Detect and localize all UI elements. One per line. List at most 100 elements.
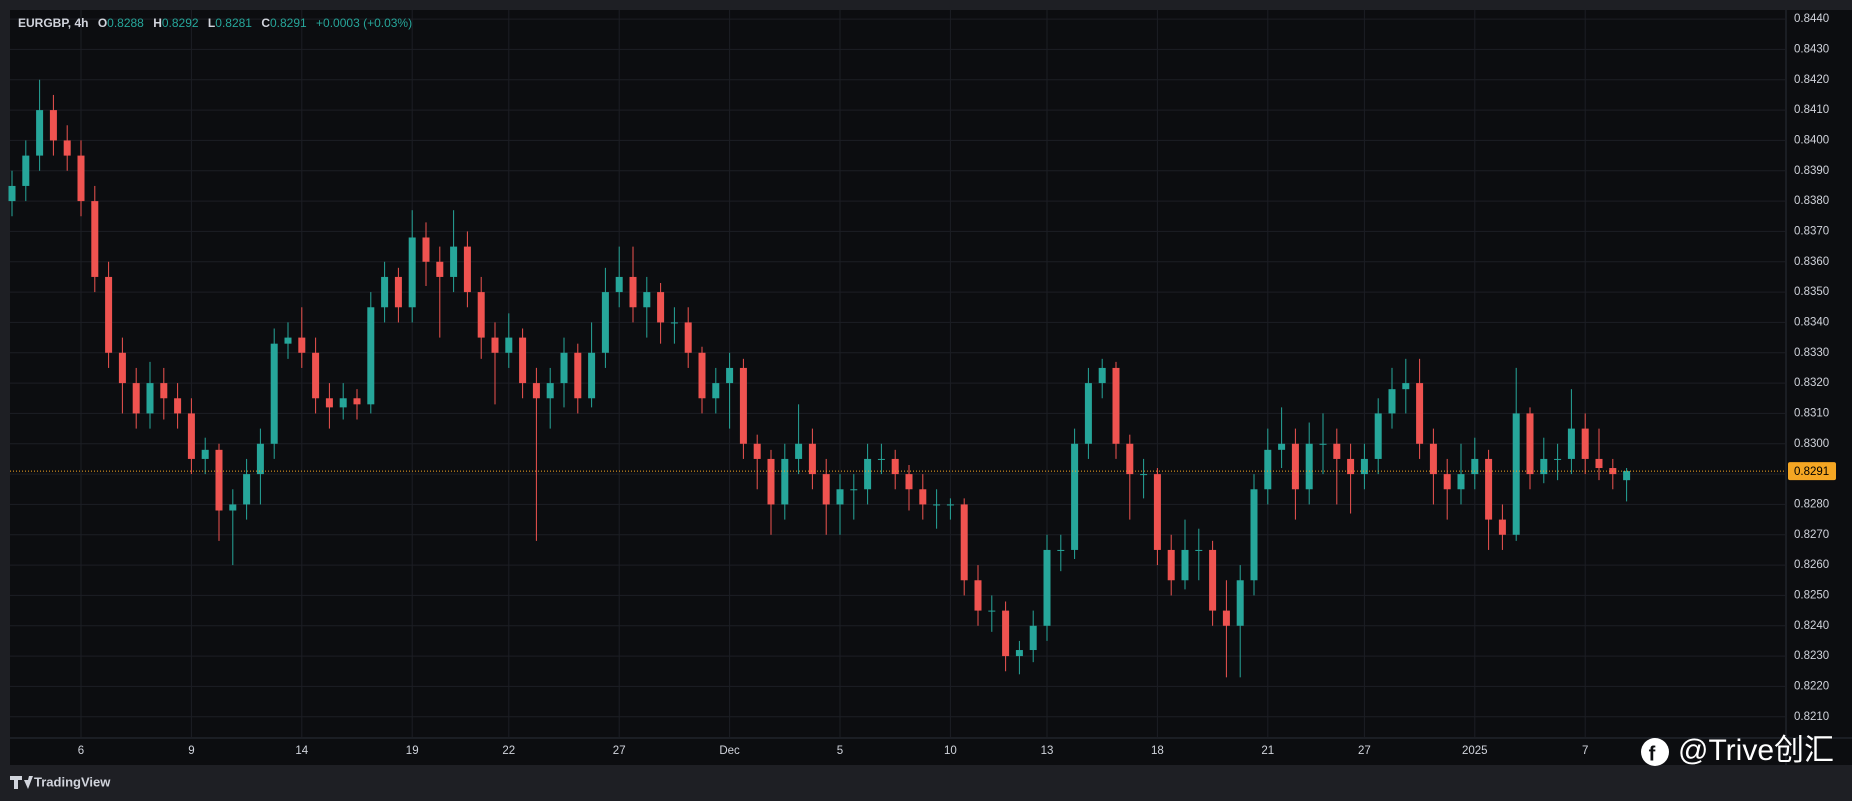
candle-body <box>657 292 665 323</box>
y-tick-label: 0.8400 <box>1794 134 1829 146</box>
candle-body <box>1126 443 1134 475</box>
y-tick-label: 0.8430 <box>1794 43 1829 55</box>
candle-body <box>767 458 775 505</box>
candle-body <box>1181 549 1189 581</box>
social-icon-letter: f <box>1649 743 1656 765</box>
y-tick-label: 0.8420 <box>1794 74 1829 86</box>
candle-body <box>919 489 927 505</box>
y-tick-label: 0.8410 <box>1794 104 1829 116</box>
candle-body <box>808 443 816 475</box>
candle-body <box>822 474 830 505</box>
candle-body <box>256 443 264 475</box>
candle-body <box>532 383 540 399</box>
candle-body <box>891 458 899 475</box>
symbol: EURGBP, 4h <box>18 16 88 30</box>
candle-body <box>505 337 513 353</box>
y-tick-label: 0.8370 <box>1794 225 1829 237</box>
candle-body <box>1098 367 1106 384</box>
candle-body <box>1057 549 1065 551</box>
candle-body <box>463 246 471 293</box>
y-tick-label: 0.8220 <box>1794 680 1829 692</box>
ohlc-value: 0.8281 <box>215 16 252 30</box>
ohlc-value: 0.8291 <box>270 16 307 30</box>
candle-body <box>1360 458 1368 475</box>
overlay: 0.8210 0.8220 0.8230 0.8240 0.8250 0.8260 0.82… <box>10 13 1836 757</box>
candle-body <box>367 307 375 405</box>
candle-body <box>615 276 623 293</box>
candle-body <box>1457 474 1465 490</box>
candle-body <box>105 276 113 353</box>
x-tick-label: 7 <box>1582 745 1588 757</box>
y-tick-label: 0.8310 <box>1794 407 1829 419</box>
candle-body <box>118 352 126 384</box>
candle-body <box>215 449 223 511</box>
candle-body <box>560 352 568 384</box>
ohlc-label: L <box>208 16 215 30</box>
candle-body <box>1153 474 1161 550</box>
y-tick-label: 0.8300 <box>1794 438 1829 450</box>
candle-body <box>1167 549 1175 581</box>
watermark: @Trive创汇 <box>1678 734 1834 767</box>
candle-body <box>643 292 651 308</box>
candle-body <box>1195 549 1203 551</box>
header: EURGBP, 4h O0.8288 H0.8292 L0.8281 C0.82… <box>18 16 412 30</box>
y-tick-label: 0.8270 <box>1794 529 1829 541</box>
candle-body <box>436 261 444 277</box>
y-tick-label: 0.8280 <box>1794 498 1829 510</box>
candle-body <box>670 322 678 324</box>
ohlc-label: H <box>153 16 162 30</box>
candle-body <box>588 352 596 399</box>
y-tick-label: 0.8360 <box>1794 256 1829 268</box>
candle-body <box>1526 413 1534 475</box>
y-tick-label: 0.8440 <box>1794 13 1829 25</box>
y-tick-label: 0.8390 <box>1794 165 1829 177</box>
candle-body <box>187 413 195 459</box>
candle-body <box>1333 443 1341 459</box>
candle-body <box>905 474 913 490</box>
last-price-box <box>1788 462 1836 481</box>
candle-body <box>1029 625 1037 651</box>
candle-body <box>698 352 706 399</box>
candle-body <box>726 367 734 384</box>
candle-body <box>546 383 554 399</box>
candle-body <box>1002 610 1010 657</box>
candle-body <box>1471 458 1479 475</box>
candle-body <box>684 322 692 353</box>
y-tick-label: 0.8330 <box>1794 347 1829 359</box>
x-tick-label: 6 <box>78 745 84 757</box>
candle-body <box>1554 458 1562 460</box>
candle-body <box>1443 474 1451 490</box>
candles <box>8 79 1631 678</box>
candle-body <box>850 489 858 491</box>
y-tick-label: 0.8340 <box>1794 316 1829 328</box>
candle-body <box>1512 413 1520 535</box>
candle-body <box>408 237 416 308</box>
candle-body <box>132 383 140 414</box>
candle-body <box>201 449 209 459</box>
candle-body <box>1264 449 1272 490</box>
candle-body <box>864 458 872 490</box>
x-tick-label: 2025 <box>1462 745 1488 757</box>
x-tick-label: 22 <box>502 745 515 757</box>
candle-body <box>312 352 320 399</box>
candle-body <box>1043 549 1051 626</box>
candle-body <box>836 489 844 505</box>
candle-body <box>1319 443 1327 445</box>
y-tick-label: 0.8230 <box>1794 650 1829 662</box>
change: +0.0003 (+0.03%) <box>316 16 412 30</box>
candle-body <box>1402 383 1410 390</box>
ohlc-label: O <box>98 16 107 30</box>
x-tick-label: 21 <box>1261 745 1274 757</box>
candle-body <box>450 246 458 277</box>
x-tick-label: 14 <box>295 745 308 757</box>
candle-body <box>946 504 954 506</box>
candle-body <box>1084 383 1092 444</box>
x-tick-label: 13 <box>1041 745 1054 757</box>
candle-body <box>270 343 278 444</box>
candle-body <box>1291 443 1299 490</box>
candle-body <box>1581 428 1589 459</box>
grid <box>10 10 1786 738</box>
candle-body <box>63 140 71 156</box>
candle-body <box>1595 458 1603 469</box>
candle-body <box>1278 443 1286 450</box>
